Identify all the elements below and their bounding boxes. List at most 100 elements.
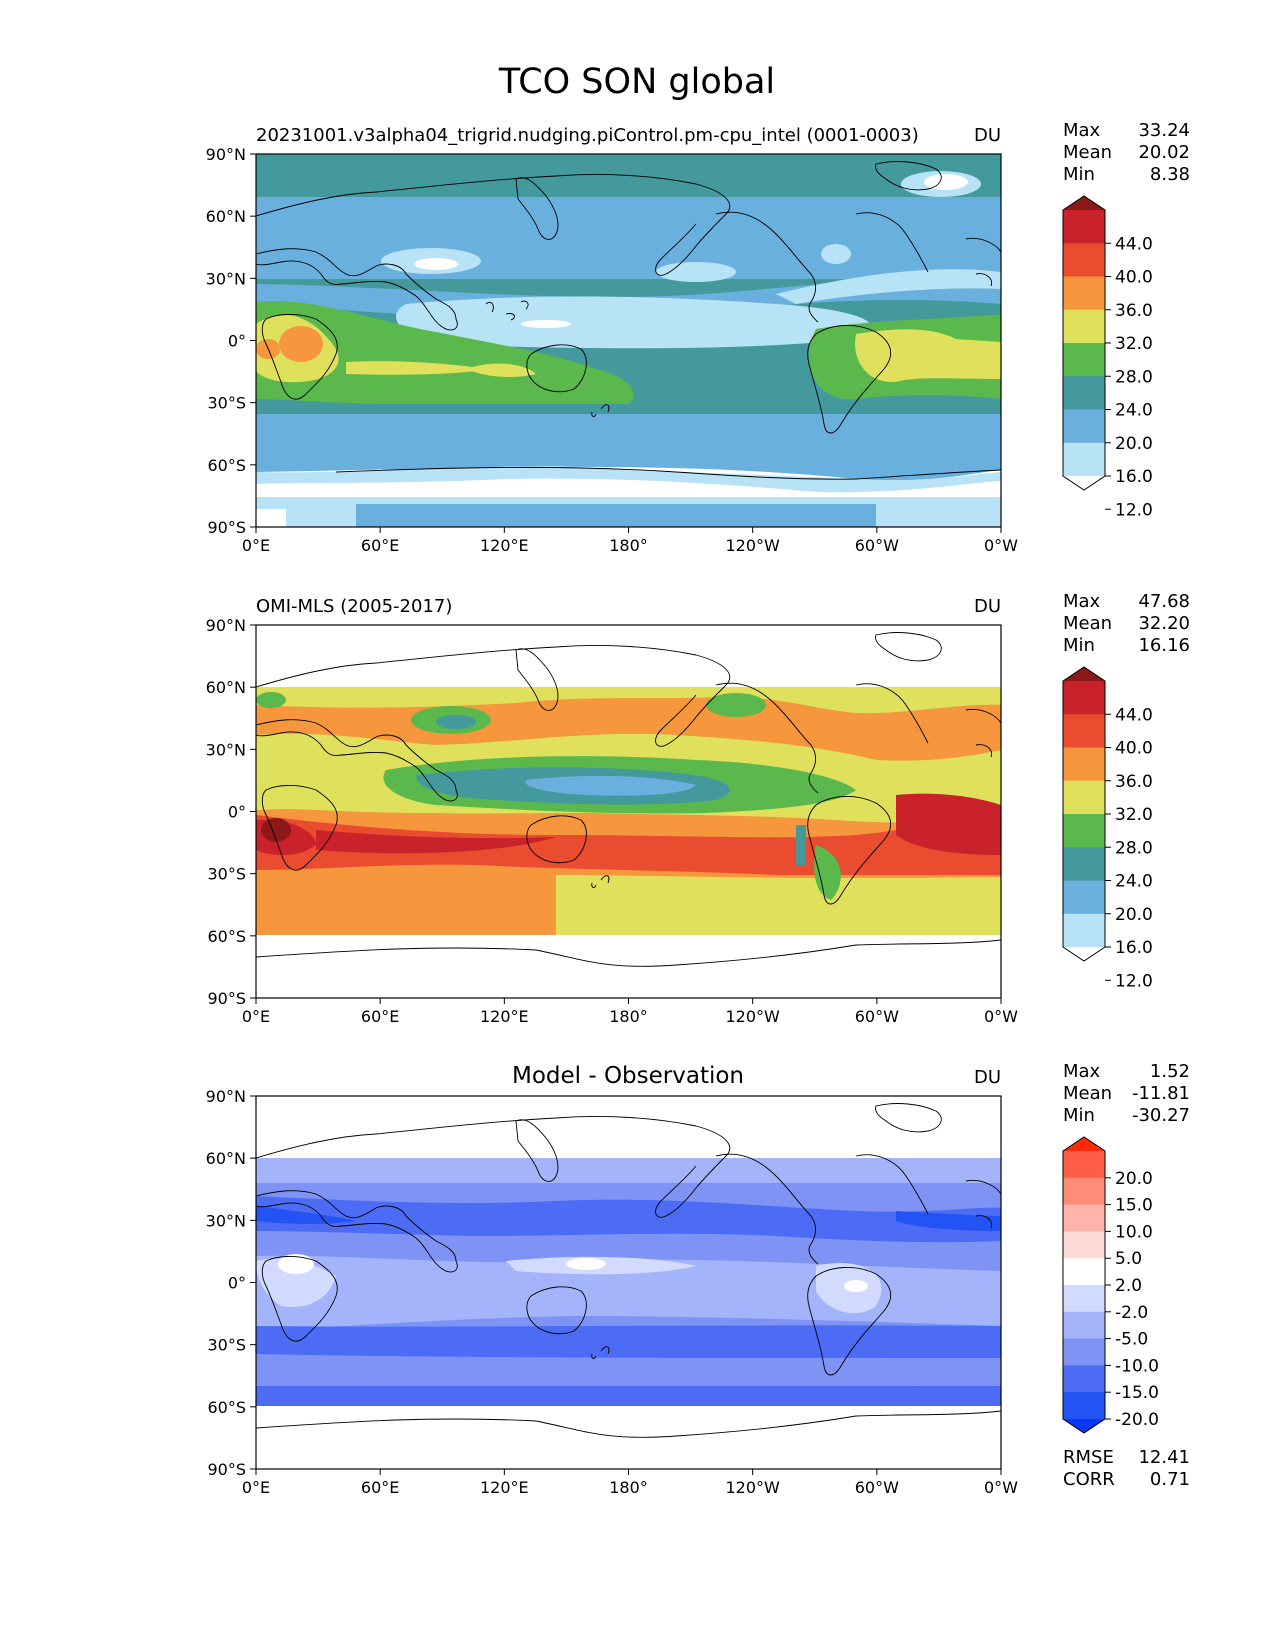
- colorbar-tick-label: 44.0: [1115, 705, 1153, 725]
- colorbar-tick-label: -10.0: [1115, 1356, 1159, 1376]
- panel-center-title: Model - Observation: [512, 1063, 744, 1089]
- stat-value: 33.24: [1138, 120, 1190, 141]
- stat-label: Min: [1063, 164, 1095, 185]
- lat-tick-label: 60°N: [206, 207, 246, 226]
- latitude-axis: 90°N 60°N 30°N 0° 30°S 60°S 90°S: [206, 1087, 256, 1479]
- panel-model-sidebar: Max 33.24 Mean 20.02 Min 8.38 44.0 40.0 36…: [1062, 120, 1190, 520]
- colorbar-tick-label: 40.0: [1115, 268, 1153, 288]
- coastlines: [256, 1103, 1001, 1438]
- colorbar-tick-label: 12.0: [1115, 971, 1153, 991]
- panel-observation-sidebar: Max 47.68 Mean 32.20 Min 16.16 44.0 40.0 3…: [1062, 591, 1190, 991]
- stat-label: Max: [1063, 1061, 1101, 1082]
- stat-label: RMSE: [1063, 1447, 1114, 1468]
- stat-value: 0.71: [1150, 1469, 1190, 1490]
- colorbar-tick-label: 15.0: [1115, 1196, 1153, 1216]
- colorbar-segment: [1063, 1231, 1105, 1259]
- colorbar-tick-label: 16.0: [1115, 938, 1153, 958]
- lon-tick-label: 120°E: [480, 536, 529, 555]
- longitude-axis: 0°E 60°E 120°E 180° 120°W 60°W 0°W: [242, 1469, 1018, 1497]
- lat-tick-label: 0°: [228, 803, 246, 822]
- colorbar-segment: [1063, 243, 1105, 277]
- lat-tick-label: 30°N: [206, 1211, 246, 1230]
- colorbar-segment: [1063, 1285, 1105, 1313]
- lon-tick-label: 0°E: [242, 1007, 270, 1026]
- skill-stats-block: RMSE 12.41 CORR 0.71: [1063, 1447, 1190, 1490]
- colorbar-segment: [1063, 1392, 1105, 1420]
- lat-tick-label: 60°N: [206, 678, 246, 697]
- lon-tick-label: 60°W: [855, 536, 899, 555]
- lat-tick-label: 60°S: [207, 927, 246, 946]
- lon-tick-label: 120°W: [725, 1007, 780, 1026]
- colorbar-tick-label: 32.0: [1115, 805, 1153, 825]
- colorbar-tick-label: 24.0: [1115, 872, 1153, 892]
- colorbar-segment: [1063, 880, 1105, 915]
- coastlines: [256, 632, 1001, 967]
- colorbar-tick-label: 28.0: [1115, 367, 1153, 387]
- colorbar-tick-label: 32.0: [1115, 334, 1153, 354]
- lat-tick-label: 30°S: [207, 865, 246, 884]
- colorbar-tick-label: 40.0: [1115, 739, 1153, 759]
- colorbar-tick-label: 12.0: [1115, 500, 1153, 520]
- colorbar-tick-label: 28.0: [1115, 838, 1153, 858]
- lon-tick-label: 60°W: [855, 1007, 899, 1026]
- lat-tick-label: 90°S: [207, 518, 246, 537]
- panel-difference: Model - Observation DU 90°N 60°N 30°N 0° 30°…: [206, 1063, 1019, 1497]
- colorbar-tick-label: 5.0: [1115, 1249, 1142, 1269]
- lat-tick-label: 90°N: [206, 1087, 246, 1106]
- lat-tick-label: 60°N: [206, 1149, 246, 1168]
- colorbar-segment: [1063, 814, 1105, 848]
- colorbar-segment: [1063, 681, 1105, 715]
- colorbar-segment: [1063, 1204, 1105, 1232]
- lon-tick-label: 0°E: [242, 536, 270, 555]
- panel-model: 20231001.v3alpha04_trigrid.nudging.piCon…: [206, 125, 1019, 555]
- lon-tick-label: 0°W: [984, 1007, 1018, 1026]
- panel-units: DU: [974, 125, 1001, 146]
- colorbar-segment: [1063, 747, 1105, 782]
- stat-label: Max: [1063, 120, 1101, 141]
- stat-label: Mean: [1063, 142, 1112, 163]
- colorbar-segment: [1063, 1258, 1105, 1286]
- colorbar-tick-label: 36.0: [1115, 301, 1153, 321]
- lon-tick-label: 120°W: [725, 1478, 780, 1497]
- lon-tick-label: 60°E: [361, 1007, 399, 1026]
- lon-tick-label: 120°E: [480, 1007, 529, 1026]
- lat-tick-label: 90°N: [206, 616, 246, 635]
- lat-tick-label: 0°: [228, 332, 246, 351]
- lat-tick-label: 90°S: [207, 1460, 246, 1479]
- stat-label: CORR: [1063, 1469, 1115, 1490]
- colorbar-segment: [1063, 210, 1105, 244]
- stat-label: Mean: [1063, 613, 1112, 634]
- stat-value: 20.02: [1138, 142, 1190, 163]
- colorbar-tick-label: -5.0: [1115, 1330, 1148, 1350]
- colorbar: 20.0 15.0 10.0 5.0 2.0 -2.0 -5.0 -10.0 -15.0 -20.…: [1062, 1136, 1159, 1434]
- colorbar-extend-min: [1063, 947, 1105, 961]
- lon-tick-label: 180°: [609, 1007, 648, 1026]
- contour-field-difference: [256, 1096, 1001, 1469]
- colorbar-segment: [1063, 1151, 1105, 1179]
- colorbar-tick-label: 24.0: [1115, 401, 1153, 421]
- panel-left-title: OMI-MLS (2005-2017): [256, 596, 452, 617]
- colorbar-tick-label: 16.0: [1115, 467, 1153, 487]
- contour-field-observation: [256, 625, 1001, 998]
- colorbar-tick-label: -2.0: [1115, 1303, 1148, 1323]
- contour-field-model: [256, 154, 1001, 527]
- colorbar-segment: [1063, 780, 1105, 815]
- stat-label: Max: [1063, 591, 1101, 612]
- colorbar-tick-label: 2.0: [1115, 1276, 1142, 1296]
- coastlines: [256, 161, 1001, 480]
- stat-label: Mean: [1063, 1083, 1112, 1104]
- lat-tick-label: 30°N: [206, 740, 246, 759]
- lat-tick-label: 30°N: [206, 269, 246, 288]
- stat-value: -11.81: [1132, 1083, 1190, 1104]
- lon-tick-label: 120°E: [480, 1478, 529, 1497]
- colorbar-segment: [1063, 442, 1105, 477]
- stat-value: 8.38: [1150, 164, 1190, 185]
- colorbar-segment: [1063, 409, 1105, 444]
- colorbar: 44.0 40.0 36.0 32.0 28.0 24.0 20.0 16.0 12.0: [1062, 195, 1153, 520]
- colorbar-tick-label: 20.0: [1115, 434, 1153, 454]
- lat-tick-label: 30°S: [207, 1336, 246, 1355]
- lat-tick-label: 0°: [228, 1274, 246, 1293]
- colorbar-segment: [1063, 343, 1105, 377]
- lon-tick-label: 0°E: [242, 1478, 270, 1497]
